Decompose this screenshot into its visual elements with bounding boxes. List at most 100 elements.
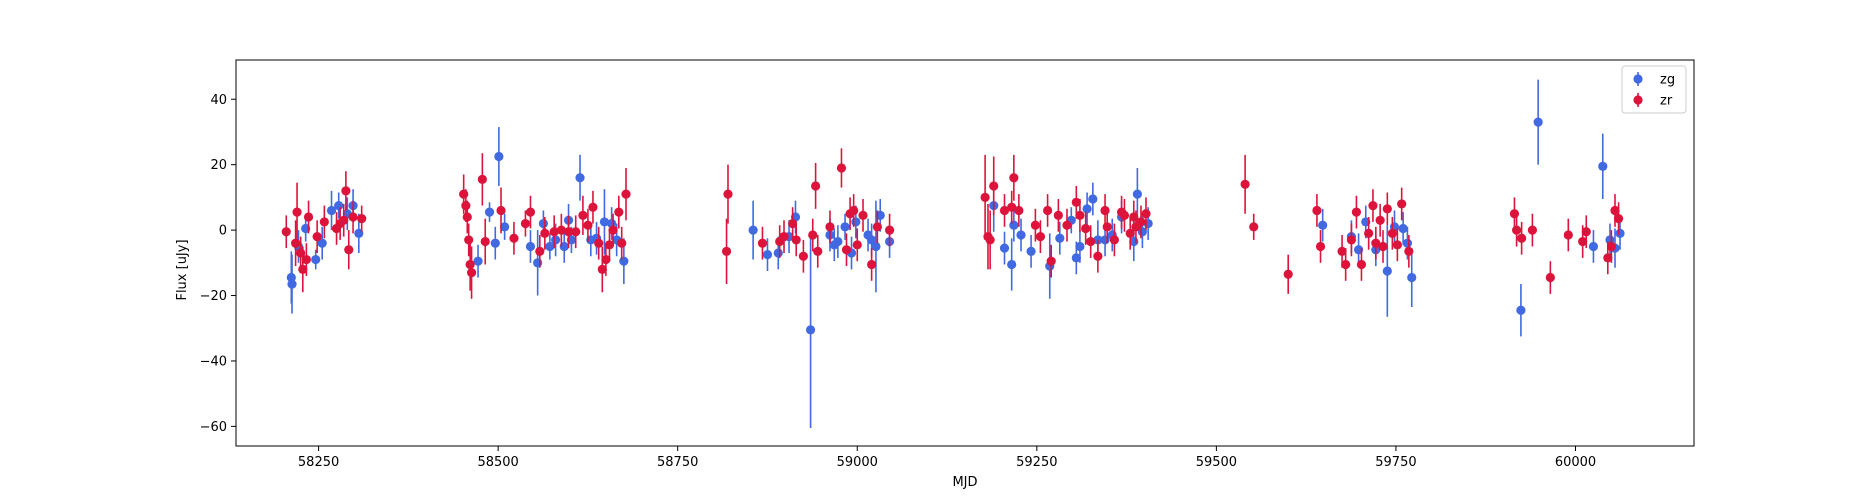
data-point: [1046, 256, 1056, 266]
data-point: [1364, 228, 1374, 238]
data-point: [533, 258, 543, 268]
data-point: [788, 218, 798, 229]
data-point: [1100, 205, 1110, 216]
data-point: [833, 236, 843, 247]
data-point: [999, 205, 1010, 216]
data-point: [1315, 241, 1326, 252]
data-point: [1075, 210, 1085, 220]
data-point: [490, 238, 500, 248]
y-tick-label: −40: [200, 354, 227, 369]
data-point: [563, 227, 574, 237]
series-zr: [281, 148, 1624, 299]
data-point: [1610, 205, 1620, 216]
data-point: [1613, 214, 1624, 224]
data-point: [1511, 225, 1522, 235]
data-point: [281, 227, 291, 237]
data-point: [1563, 230, 1573, 240]
data-point: [588, 202, 598, 212]
data-point: [1516, 305, 1526, 315]
data-point: [556, 225, 566, 235]
data-point: [1392, 240, 1402, 250]
x-tick-label: 59000: [837, 455, 878, 470]
data-point: [319, 217, 329, 227]
data-point: [867, 259, 877, 270]
data-point: [509, 233, 519, 243]
data-point: [545, 241, 555, 252]
data-point: [348, 212, 358, 222]
data-point: [1351, 207, 1362, 217]
data-point: [1603, 253, 1613, 263]
data-point: [334, 200, 344, 211]
x-tick-label: 59500: [1196, 455, 1237, 470]
data-point: [757, 238, 768, 248]
data-point: [1007, 259, 1017, 270]
data-point: [464, 235, 474, 245]
data-point: [604, 240, 615, 250]
data-point: [1086, 236, 1096, 247]
data-point: [1283, 269, 1293, 279]
data-point: [1016, 230, 1026, 240]
data-point: [1371, 238, 1381, 248]
data-point: [1578, 236, 1588, 247]
data-point: [1402, 238, 1413, 248]
data-point: [291, 238, 301, 248]
data-point: [1026, 246, 1036, 256]
data-point: [601, 254, 611, 265]
data-point: [1071, 253, 1081, 263]
data-point: [1533, 117, 1543, 127]
data-point: [1042, 205, 1053, 216]
data-point: [871, 241, 881, 252]
data-point: [1053, 210, 1063, 220]
data-point: [357, 214, 367, 224]
data-point: [1082, 204, 1092, 214]
data-point: [1346, 235, 1357, 245]
data-point: [608, 225, 618, 235]
data-point: [852, 240, 862, 250]
data-point: [597, 264, 607, 274]
data-point: [1398, 223, 1408, 234]
data-point: [578, 210, 588, 220]
y-tick-label: 0: [219, 224, 227, 239]
data-point: [1125, 228, 1135, 238]
data-point: [851, 217, 861, 227]
data-point: [1009, 173, 1019, 183]
data-point: [292, 207, 302, 217]
data-point: [1075, 241, 1085, 252]
y-tick-label: −60: [200, 420, 227, 435]
data-point: [614, 207, 624, 217]
data-point: [1030, 220, 1040, 230]
data-point: [813, 246, 823, 256]
data-point: [1035, 232, 1046, 242]
data-point: [525, 241, 536, 252]
data-point: [1356, 259, 1367, 270]
data-point: [872, 222, 882, 232]
data-point: [1527, 225, 1537, 235]
legend: zg zr: [1621, 65, 1687, 114]
data-point: [762, 250, 773, 260]
data-point: [1088, 194, 1098, 204]
data-point: [1382, 266, 1392, 276]
data-point: [1312, 205, 1322, 216]
data-point: [721, 246, 732, 256]
y-tick-label: 20: [210, 158, 227, 173]
data-point: [1318, 220, 1328, 230]
data-point: [311, 254, 321, 265]
data-point: [298, 264, 308, 274]
data-point: [461, 200, 471, 211]
series-zg: [286, 79, 1625, 429]
data-point: [619, 256, 629, 266]
x-tick-label: 60000: [1555, 455, 1596, 470]
data-point: [1119, 210, 1130, 220]
data-point: [617, 238, 627, 248]
data-point: [583, 220, 593, 230]
data-point: [980, 192, 990, 202]
legend-marker: [1633, 74, 1643, 84]
data-point: [1588, 241, 1599, 252]
x-tick-label: 58750: [657, 455, 698, 470]
data-point: [1081, 223, 1091, 234]
data-point: [841, 245, 852, 255]
data-point: [594, 238, 604, 248]
data-point: [500, 222, 510, 232]
data-point: [525, 207, 536, 217]
